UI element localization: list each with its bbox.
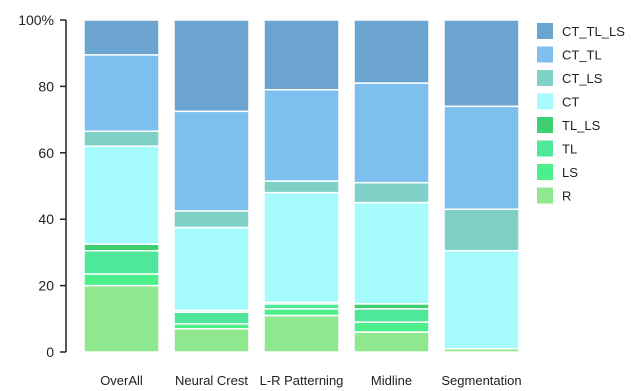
bar-segment-ls <box>83 273 160 287</box>
bar-segment-ct-tl <box>443 105 520 210</box>
bar-segment-r <box>173 328 250 353</box>
bar-segment-ct <box>83 145 160 245</box>
bar-segment-ls <box>353 321 430 333</box>
bar-segment-tl <box>173 311 250 325</box>
bar-segment-ct-tl-ls <box>173 19 250 113</box>
legend-swatch <box>537 164 553 180</box>
legend-label: TL_LS <box>562 118 601 133</box>
legend-item: TL <box>537 140 577 157</box>
legend-swatch <box>537 70 553 86</box>
legend-item: TL_LS <box>537 117 601 133</box>
bar-segment-r <box>353 331 430 353</box>
y-tick-label: 80 <box>38 78 54 94</box>
bar-segment-tl-ls <box>83 243 160 252</box>
bar-segment-ct-ls <box>263 180 340 194</box>
legend-swatch <box>537 93 553 110</box>
legend-swatch <box>537 46 553 63</box>
bar-segment-ct-ls <box>83 130 160 147</box>
bar-segment-ct <box>443 249 520 350</box>
legend-label: CT_LS <box>562 71 603 86</box>
bar-segment-ct-tl-ls <box>353 19 430 84</box>
bar-segment-ct-tl-ls <box>443 19 520 108</box>
x-category-label: OverAll <box>100 373 143 388</box>
bar-stack <box>443 19 520 353</box>
legend-label: TL <box>562 142 577 157</box>
bar-segment-ls <box>263 308 340 317</box>
legend-swatch <box>537 140 553 157</box>
legend-item: LS <box>537 164 578 180</box>
legend-item: R <box>537 187 571 204</box>
legend-item: CT_TL_LS <box>537 23 625 39</box>
legend-swatch <box>537 117 553 133</box>
legend-label: CT_TL_LS <box>562 24 625 39</box>
bar-stack <box>83 19 160 353</box>
bar-stack <box>263 19 340 353</box>
bar-segment-ct <box>353 201 430 305</box>
y-tick-label: 20 <box>38 278 54 294</box>
bar-segment-r <box>263 314 340 353</box>
x-category-label: Segmentation <box>441 373 521 388</box>
bar-segment-ct-tl-ls <box>263 19 340 91</box>
legend-swatch <box>537 23 553 39</box>
bar-segment-ct <box>173 226 250 312</box>
bar-segment-ct-tl <box>83 54 160 132</box>
legend-label: LS <box>562 165 578 180</box>
legend-label: CT <box>562 95 579 110</box>
bar-segment-ct-ls <box>353 181 430 204</box>
bar-stack <box>173 19 250 353</box>
bar-segment-ct-tl <box>173 110 250 212</box>
bar-segment-r <box>83 284 160 353</box>
y-tick-label: 40 <box>38 211 54 227</box>
x-category-label: Midline <box>371 373 412 388</box>
bar-segment-tl <box>353 308 430 323</box>
bar-segment-ct-ls <box>173 210 250 229</box>
legend-swatch <box>537 187 553 204</box>
bar-segment-tl <box>83 249 160 275</box>
legend-item: CT_LS <box>537 70 603 86</box>
legend-item: CT_TL <box>537 46 602 63</box>
y-tick-label: 60 <box>38 145 54 161</box>
bar-segment-ct-tl <box>263 88 340 182</box>
x-category-label: L-R Patterning <box>260 373 344 388</box>
x-category-label: Neural Crest <box>175 373 248 388</box>
legend-item: CT <box>537 93 579 110</box>
bar-segment-ct <box>263 191 340 303</box>
y-tick-label: 0 <box>46 344 54 360</box>
y-tick-label: 100% <box>18 12 54 28</box>
bar-segment-ct-tl-ls <box>83 19 160 56</box>
bar-segment-ct-tl <box>353 82 430 184</box>
legend-label: CT_TL <box>562 48 602 63</box>
bar-segment-ct-ls <box>443 208 520 252</box>
legend-label: R <box>562 189 571 204</box>
bar-stack <box>353 19 430 353</box>
